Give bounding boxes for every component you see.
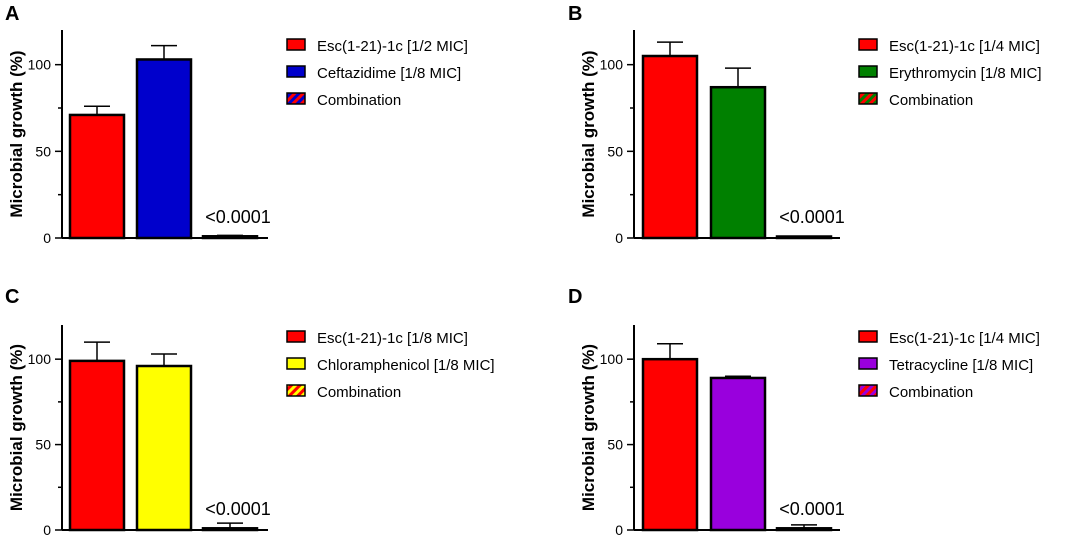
legend-label: Combination: [889, 92, 973, 109]
panel-letter: B: [568, 3, 582, 25]
panel-letter: C: [5, 286, 19, 308]
legend-label: Combination: [317, 92, 401, 109]
y-tick-label: 100: [600, 57, 624, 73]
legend-swatch: [286, 357, 306, 370]
y-tick-label: 50: [35, 143, 51, 159]
legend-label: Esc(1-21)-1c [1/2 MIC]: [317, 38, 468, 55]
bar-combination: [201, 527, 259, 532]
panel-b: B Microbial growth (%) 0 50 100 <0.0001 Esc(1-…: [568, 3, 1042, 246]
panel-d: D Microbial growth (%) 0 50 100 <0.0001 Esc(1-…: [568, 286, 1040, 538]
y-tick-label: 0: [615, 522, 623, 538]
panel-letter: D: [568, 286, 582, 308]
legend-swatch: [858, 357, 878, 370]
y-axis-title: Microbial growth (%): [579, 50, 598, 217]
y-axis-title: Microbial growth (%): [579, 344, 598, 511]
panel-a: A Microbial growth (%) 0 50 100 <0.0001 Esc(1-…: [5, 3, 468, 246]
legend-label: Esc(1-21)-1c [1/4 MIC]: [889, 330, 1040, 347]
bar-series-2: [135, 58, 193, 240]
legend-label: Esc(1-21)-1c [1/4 MIC]: [889, 38, 1040, 55]
legend-label: Erythromycin [1/8 MIC]: [889, 65, 1042, 82]
bar-series-1: [641, 357, 699, 532]
y-axis-title: Microbial growth (%): [7, 344, 26, 511]
y-tick-label: 50: [607, 437, 623, 453]
legend-swatch: [286, 330, 306, 343]
panel-letter: A: [5, 3, 19, 25]
bar-combination: [775, 527, 833, 532]
y-axis-title: Microbial growth (%): [7, 50, 26, 217]
bar-series-1: [68, 359, 126, 532]
legend-label: Tetracycline [1/8 MIC]: [889, 357, 1033, 374]
legend-label: Chloramphenicol [1/8 MIC]: [317, 357, 495, 374]
y-tick-label: 50: [35, 437, 51, 453]
legend-label: Ceftazidime [1/8 MIC]: [317, 65, 461, 82]
p-value-annotation: <0.0001: [779, 207, 845, 227]
p-value-annotation: <0.0001: [779, 499, 845, 519]
bar-combination: [775, 235, 833, 240]
y-tick-label: 100: [28, 57, 52, 73]
legend-swatch: [858, 38, 878, 51]
legend-swatch: [858, 330, 878, 343]
legend-swatch: [286, 92, 306, 105]
bar-series-2: [135, 364, 193, 532]
p-value-annotation: <0.0001: [205, 207, 271, 227]
panel-c: C Microbial growth (%) 0 50 100 <0.0001 Esc(1-…: [5, 286, 495, 538]
bar-combination: [201, 235, 259, 240]
legend-label: Combination: [889, 384, 973, 401]
y-tick-label: 100: [600, 351, 624, 367]
legend-label: Esc(1-21)-1c [1/8 MIC]: [317, 330, 468, 347]
y-tick-label: 0: [615, 230, 623, 246]
y-tick-label: 0: [43, 522, 51, 538]
legend-swatch: [858, 65, 878, 78]
legend-swatch: [286, 65, 306, 78]
y-tick-label: 50: [607, 143, 623, 159]
legend-swatch: [858, 92, 878, 105]
bar-series-1: [68, 113, 126, 240]
bar-series-2: [709, 376, 767, 532]
legend-swatch: [286, 38, 306, 51]
legend-swatch: [286, 384, 306, 397]
y-tick-label: 0: [43, 230, 51, 246]
bar-series-2: [709, 85, 767, 240]
legend-swatch: [858, 384, 878, 397]
bar-series-1: [641, 54, 699, 240]
p-value-annotation: <0.0001: [205, 499, 271, 519]
legend-label: Combination: [317, 384, 401, 401]
y-tick-label: 100: [28, 351, 52, 367]
